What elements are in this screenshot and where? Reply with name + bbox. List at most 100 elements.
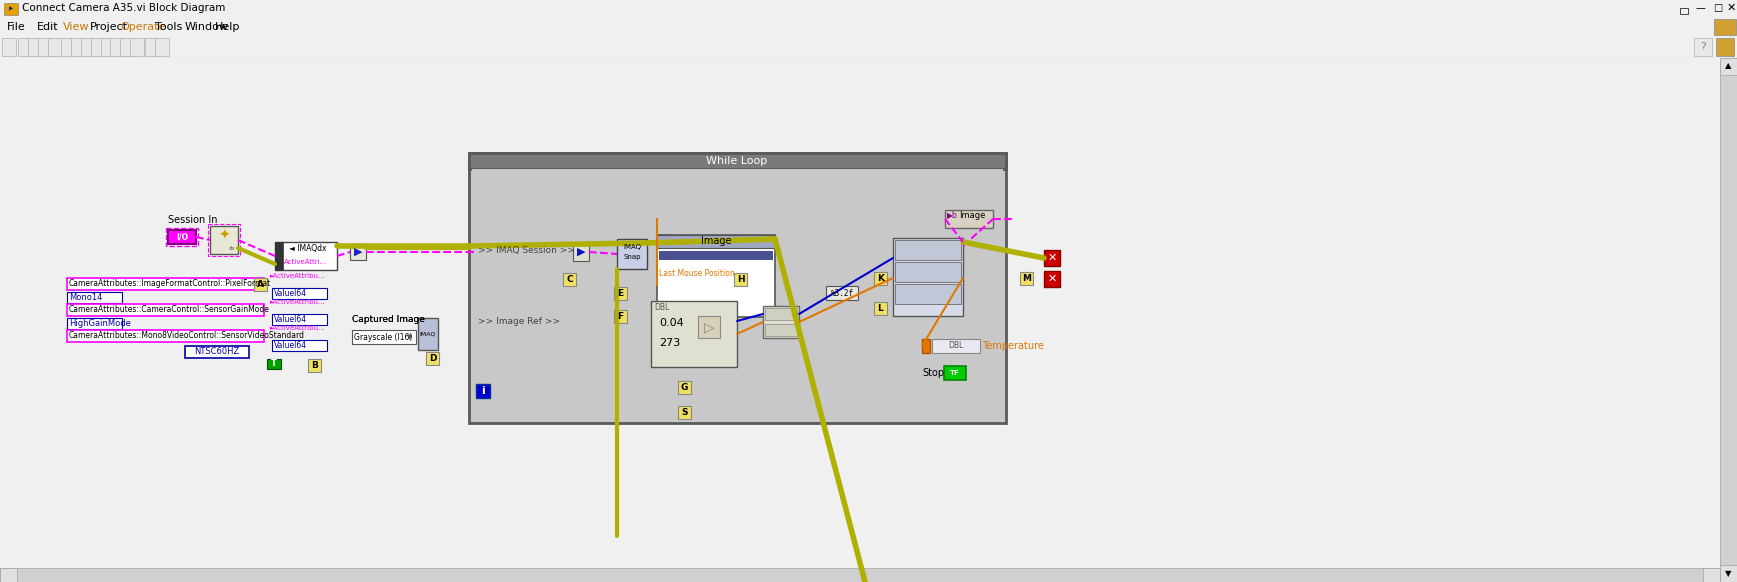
Bar — [613, 287, 627, 300]
Text: Image: Image — [700, 236, 731, 247]
Bar — [68, 292, 122, 303]
Text: ValueI64: ValueI64 — [274, 315, 307, 325]
Bar — [1714, 19, 1735, 35]
Text: ▸ActiveAttribu...: ▸ActiveAttribu... — [269, 299, 327, 305]
Bar — [677, 406, 691, 419]
Bar — [155, 38, 168, 56]
Bar — [763, 306, 799, 338]
Bar — [273, 288, 327, 299]
Bar — [68, 278, 264, 290]
Bar — [677, 381, 691, 394]
Bar — [874, 302, 888, 315]
Bar — [353, 330, 415, 344]
Text: %3.2f: %3.2f — [830, 289, 853, 297]
Text: Session In: Session In — [168, 215, 217, 225]
Text: dx: dx — [229, 246, 236, 250]
Text: ▶: ▶ — [9, 6, 14, 12]
Text: A: A — [257, 280, 264, 289]
Bar — [827, 286, 858, 300]
Bar — [109, 38, 123, 56]
Text: Grayscale (I16): Grayscale (I16) — [354, 332, 412, 342]
Text: 273: 273 — [658, 338, 681, 348]
Bar — [735, 273, 747, 286]
Bar — [469, 153, 1006, 169]
Bar — [130, 38, 144, 56]
Text: Temperature: Temperature — [981, 341, 1044, 351]
Bar — [476, 384, 490, 398]
Bar — [895, 284, 961, 304]
Text: TF: TF — [950, 370, 961, 376]
Bar — [349, 244, 367, 260]
Text: Edit: Edit — [36, 22, 59, 32]
Text: CameraAttributes::CameraControl::SensorGainMode: CameraAttributes::CameraControl::SensorG… — [69, 306, 269, 314]
Text: ▲: ▲ — [1725, 62, 1732, 70]
Bar — [120, 38, 134, 56]
Bar — [61, 38, 75, 56]
Text: NTSC60HZ: NTSC60HZ — [195, 347, 240, 357]
Text: HighGainMode: HighGainMode — [69, 320, 130, 328]
Bar — [144, 38, 160, 56]
Text: ✕: ✕ — [1047, 274, 1056, 284]
Bar — [1720, 58, 1737, 582]
Bar — [186, 346, 248, 358]
Text: File: File — [7, 22, 26, 32]
Bar — [469, 153, 1006, 423]
Bar — [68, 330, 264, 342]
Bar — [1680, 8, 1688, 14]
Bar — [563, 273, 577, 286]
Text: ▶: ▶ — [577, 247, 585, 257]
Bar — [90, 38, 104, 56]
Bar — [254, 278, 267, 291]
Text: CameraAttributes::ImageFormatControl::PixelFormat: CameraAttributes::ImageFormatControl::Pi… — [69, 279, 271, 289]
Text: IMAQ: IMAQ — [420, 332, 436, 336]
Text: ▼: ▼ — [1725, 570, 1732, 579]
Bar — [617, 239, 646, 269]
Text: ▼: ▼ — [406, 334, 413, 340]
Text: C: C — [566, 275, 573, 284]
Text: >> IMAQ Session >>: >> IMAQ Session >> — [478, 247, 575, 255]
Text: Connect Camera A35.vi Block Diagram: Connect Camera A35.vi Block Diagram — [23, 3, 226, 13]
Text: Snap: Snap — [624, 254, 641, 260]
Bar — [651, 301, 736, 367]
Bar — [573, 243, 589, 261]
Text: ✕: ✕ — [1047, 253, 1056, 263]
Bar — [307, 359, 321, 372]
Text: Window: Window — [186, 22, 229, 32]
Bar — [82, 38, 96, 56]
Bar — [1720, 565, 1737, 582]
Bar — [273, 314, 327, 325]
Text: H: H — [736, 275, 745, 284]
Bar — [2, 38, 16, 56]
Text: CameraAttributes::Mono8VideoControl::SensorVideoStandard: CameraAttributes::Mono8VideoControl::Sen… — [69, 332, 306, 340]
Text: 0.04: 0.04 — [658, 318, 684, 328]
Text: Captured Image: Captured Image — [353, 314, 426, 324]
Text: IMAQ: IMAQ — [624, 244, 641, 250]
Bar — [0, 568, 1720, 582]
Text: B: B — [311, 361, 318, 370]
Bar — [1044, 250, 1060, 266]
Text: ✦: ✦ — [219, 229, 229, 243]
Text: DBL: DBL — [948, 342, 964, 350]
Bar — [895, 240, 961, 260]
Text: ▶b: ▶b — [947, 211, 957, 219]
Bar — [68, 318, 122, 329]
Text: M: M — [1021, 274, 1032, 283]
Text: ?: ? — [1701, 42, 1706, 52]
Text: Last Mouse Position: Last Mouse Position — [658, 268, 735, 278]
Bar — [764, 308, 797, 320]
Text: Mono14: Mono14 — [69, 293, 102, 303]
Text: ✕: ✕ — [1727, 3, 1735, 13]
Bar — [658, 251, 773, 260]
Bar — [1044, 271, 1060, 287]
Bar — [1716, 38, 1734, 56]
Bar — [613, 310, 627, 323]
Text: E: E — [617, 289, 624, 298]
Bar — [68, 304, 264, 316]
Bar — [426, 352, 439, 365]
Text: i: i — [481, 386, 485, 396]
Bar — [764, 324, 797, 336]
Bar — [208, 224, 240, 256]
Text: D: D — [429, 354, 436, 363]
Bar — [419, 318, 438, 350]
Bar — [895, 262, 961, 282]
